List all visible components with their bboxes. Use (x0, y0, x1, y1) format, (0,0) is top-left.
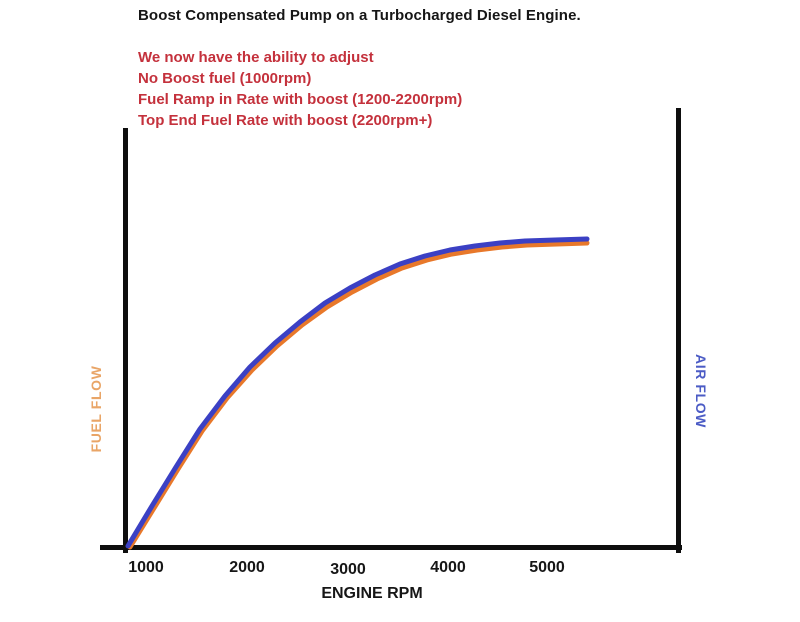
annotation-line: Fuel Ramp in Rate with boost (1200-2200r… (138, 91, 463, 108)
annotation-line: We now have the ability to adjust (138, 49, 374, 66)
fuel-flow-axis-label: FUEL FLOW (88, 365, 104, 453)
page-title: Boost Compensated Pump on a Turbocharged… (138, 7, 581, 24)
x-axis-label: ENGINE RPM (321, 585, 423, 602)
x-tick-5000: 5000 (529, 559, 565, 576)
air-flow-curve (125, 236, 590, 549)
annotation-line: Top End Fuel Rate with boost (2200rpm+) (138, 112, 433, 129)
x-tick-3000: 3000 (330, 561, 366, 578)
left-y-axis-line (123, 128, 128, 553)
air-flow-axis-label: AIR FLOW (693, 353, 709, 429)
x-tick-1000: 1000 (128, 559, 164, 576)
right-y-axis-line (676, 108, 681, 553)
annotation-block: We now have the ability to adjust No Boo… (138, 47, 462, 131)
x-axis-line (100, 545, 682, 550)
annotation-line: No Boost fuel (1000rpm) (138, 70, 312, 87)
x-tick-2000: 2000 (229, 559, 265, 576)
fuel-flow-curve (127, 240, 590, 550)
x-tick-4000: 4000 (430, 559, 466, 576)
